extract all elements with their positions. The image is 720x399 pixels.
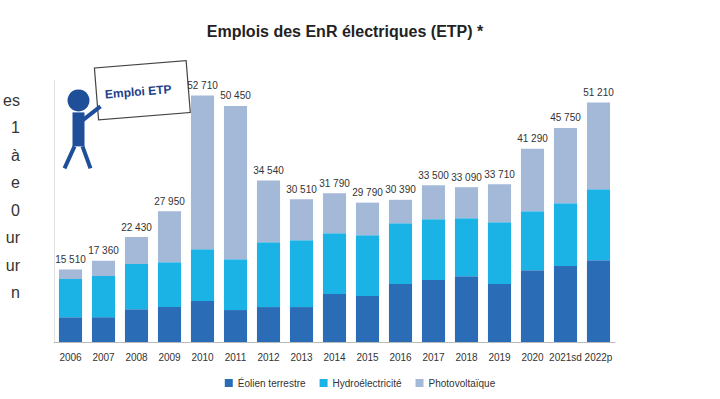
svg-text:2013: 2013 [290,352,313,363]
svg-text:2019: 2019 [488,352,511,363]
svg-text:n: n [11,284,20,301]
svg-text:2008: 2008 [125,352,148,363]
svg-text:2014: 2014 [323,352,346,363]
svg-text:45 750: 45 750 [550,112,581,123]
svg-text:à: à [11,147,20,164]
svg-text:2017: 2017 [422,352,445,363]
svg-text:Éolien terrestre: Éolien terrestre [238,377,306,389]
svg-text:2007: 2007 [92,352,115,363]
svg-text:30 510: 30 510 [286,184,317,195]
svg-text:2011: 2011 [225,352,247,363]
svg-text:15 510: 15 510 [55,254,86,265]
svg-text:ur: ur [6,229,21,246]
svg-text:2018: 2018 [455,352,478,363]
svg-text:1: 1 [11,119,20,136]
svg-text:31 790: 31 790 [319,178,350,189]
svg-text:Emploi ETP: Emploi ETP [104,82,172,101]
svg-text:0: 0 [11,202,20,219]
svg-text:2020: 2020 [521,352,544,363]
svg-text:33 090: 33 090 [451,172,482,183]
svg-text:50 450: 50 450 [220,90,251,101]
svg-text:30 390: 30 390 [385,184,416,195]
svg-text:27 950: 27 950 [154,196,185,207]
svg-text:2015: 2015 [356,352,379,363]
svg-text:52 710: 52 710 [187,80,218,91]
svg-text:33 500: 33 500 [418,170,449,181]
svg-text:2022p: 2022p [585,352,613,363]
svg-text:2009: 2009 [158,352,181,363]
svg-text:51 210: 51 210 [583,87,614,98]
svg-text:2010: 2010 [191,352,214,363]
svg-text:29 790: 29 790 [352,187,383,198]
svg-text:2012: 2012 [257,352,280,363]
svg-text:e: e [11,174,20,191]
svg-text:2016: 2016 [389,352,412,363]
svg-text:es: es [3,92,20,109]
svg-text:2006: 2006 [59,352,82,363]
svg-text:17 360: 17 360 [88,245,119,256]
svg-text:34 540: 34 540 [253,165,284,176]
svg-text:Photovoltaïque: Photovoltaïque [429,378,496,389]
svg-text:Hydroélectricité: Hydroélectricité [333,378,402,389]
svg-text:33 710: 33 710 [484,169,515,180]
svg-text:ur: ur [6,257,21,274]
svg-text:22 430: 22 430 [121,222,152,233]
svg-text:41 290: 41 290 [517,133,548,144]
svg-text:2021sd: 2021sd [549,352,582,363]
svg-text:Emplois des EnR électriques (E: Emplois des EnR électriques (ETP) * [207,23,484,40]
